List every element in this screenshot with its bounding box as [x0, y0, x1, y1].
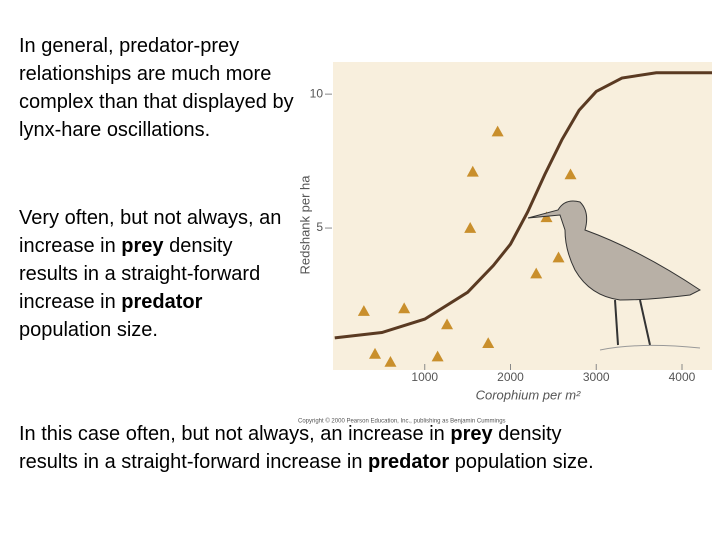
data-point	[466, 165, 479, 177]
paragraph: Very often, but not always, an increase …	[19, 204, 291, 344]
bird-illustration	[527, 200, 701, 351]
data-point	[530, 267, 543, 279]
bold-text: predator	[368, 451, 450, 473]
paragraph: In this case often, but not always, an i…	[19, 420, 619, 476]
x-tick-label: 1000	[411, 370, 438, 384]
bold-text: predator	[121, 291, 203, 313]
y-tick-label: 5	[316, 220, 323, 234]
plot-background	[333, 62, 712, 370]
data-point	[431, 350, 444, 362]
text: population size.	[19, 319, 158, 341]
bold-text: prey	[121, 235, 164, 257]
data-point	[564, 168, 577, 180]
x-tick-label: 3000	[583, 370, 610, 384]
x-tick-label: 2000	[497, 370, 524, 384]
text: population size.	[449, 451, 594, 473]
plot: 5 10 1000 2000 3000 4000 Corophium per m² Redsh…	[297, 62, 712, 425]
bold-text: prey	[450, 423, 493, 445]
fitted-curve	[334, 71, 712, 340]
copyright-note: Copyright © 2000 Pearson Education, Inc.…	[298, 418, 506, 425]
x-axis-label: Corophium per m²	[476, 387, 581, 402]
y-axis-label: Redshank per ha	[297, 175, 312, 275]
data-point	[398, 302, 411, 314]
data-point	[552, 251, 565, 263]
text: In general, predator-prey relationships …	[19, 35, 294, 141]
data-point	[357, 305, 370, 316]
data-point	[482, 337, 495, 349]
data-point	[491, 125, 504, 137]
data-point	[441, 318, 454, 330]
data-point	[369, 347, 382, 359]
text: Very often, but not always, an increase …	[19, 207, 282, 257]
x-tick-label: 4000	[669, 370, 696, 384]
data-point	[384, 355, 397, 367]
paragraph: In general, predator-prey relationships …	[19, 32, 294, 144]
text: In this case often, but not always, an i…	[19, 423, 451, 445]
data-point	[464, 222, 477, 233]
y-tick-label: 10	[310, 86, 324, 100]
text: density results in a straight-forward in…	[19, 235, 261, 313]
text: density results in a straight-forward in…	[19, 423, 562, 473]
